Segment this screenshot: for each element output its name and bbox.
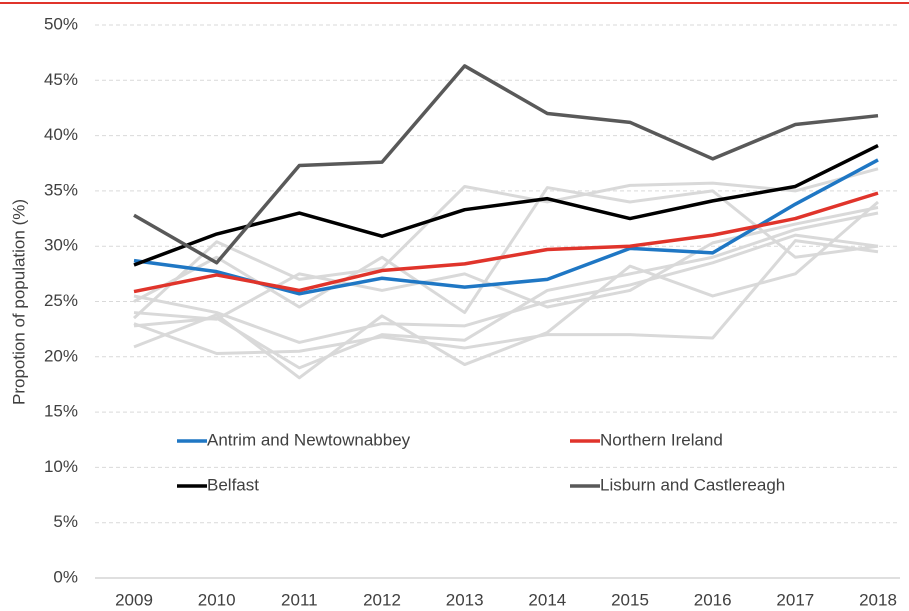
x-tick-label: 2012	[363, 590, 401, 609]
y-tick-label: 15%	[44, 402, 78, 421]
y-tick-label: 45%	[44, 70, 78, 89]
x-tick-label: 2011	[281, 590, 318, 609]
series-line	[133, 64, 879, 265]
series-line	[133, 191, 879, 294]
x-tick-label: 2016	[694, 590, 732, 609]
legend-label: Northern Ireland	[600, 430, 723, 449]
context-line	[133, 206, 879, 321]
y-tick-label: 0%	[53, 567, 78, 586]
series-line	[133, 143, 879, 267]
legend-label: Lisburn and Castlereagh	[600, 475, 785, 494]
context-line	[133, 211, 879, 370]
x-tick-label: 2009	[115, 590, 153, 609]
y-tick-label: 35%	[44, 180, 78, 199]
y-tick-label: 5%	[53, 512, 78, 531]
x-tick-label: 2013	[446, 590, 484, 609]
x-tick-label: 2017	[776, 590, 814, 609]
y-tick-label: 40%	[44, 125, 78, 144]
context-line	[133, 239, 879, 355]
y-tick-label: 20%	[44, 346, 78, 365]
y-tick-label: 10%	[44, 457, 78, 476]
y-tick-label: 30%	[44, 236, 78, 255]
x-tick-label: 2018	[859, 590, 897, 609]
x-tick-label: 2015	[611, 590, 649, 609]
context-line	[132, 167, 879, 320]
y-tick-label: 25%	[44, 291, 78, 310]
legend-label: Belfast	[207, 475, 259, 494]
context-line	[133, 200, 879, 380]
context-line	[133, 233, 879, 344]
legend-label: Antrim and Newtownabbey	[207, 430, 411, 449]
x-tick-label: 2010	[198, 590, 236, 609]
x-tick-label: 2014	[528, 590, 566, 609]
context-line	[133, 186, 879, 315]
y-axis-title: Propotion of population (%)	[9, 199, 28, 405]
y-tick-label: 50%	[44, 14, 78, 33]
